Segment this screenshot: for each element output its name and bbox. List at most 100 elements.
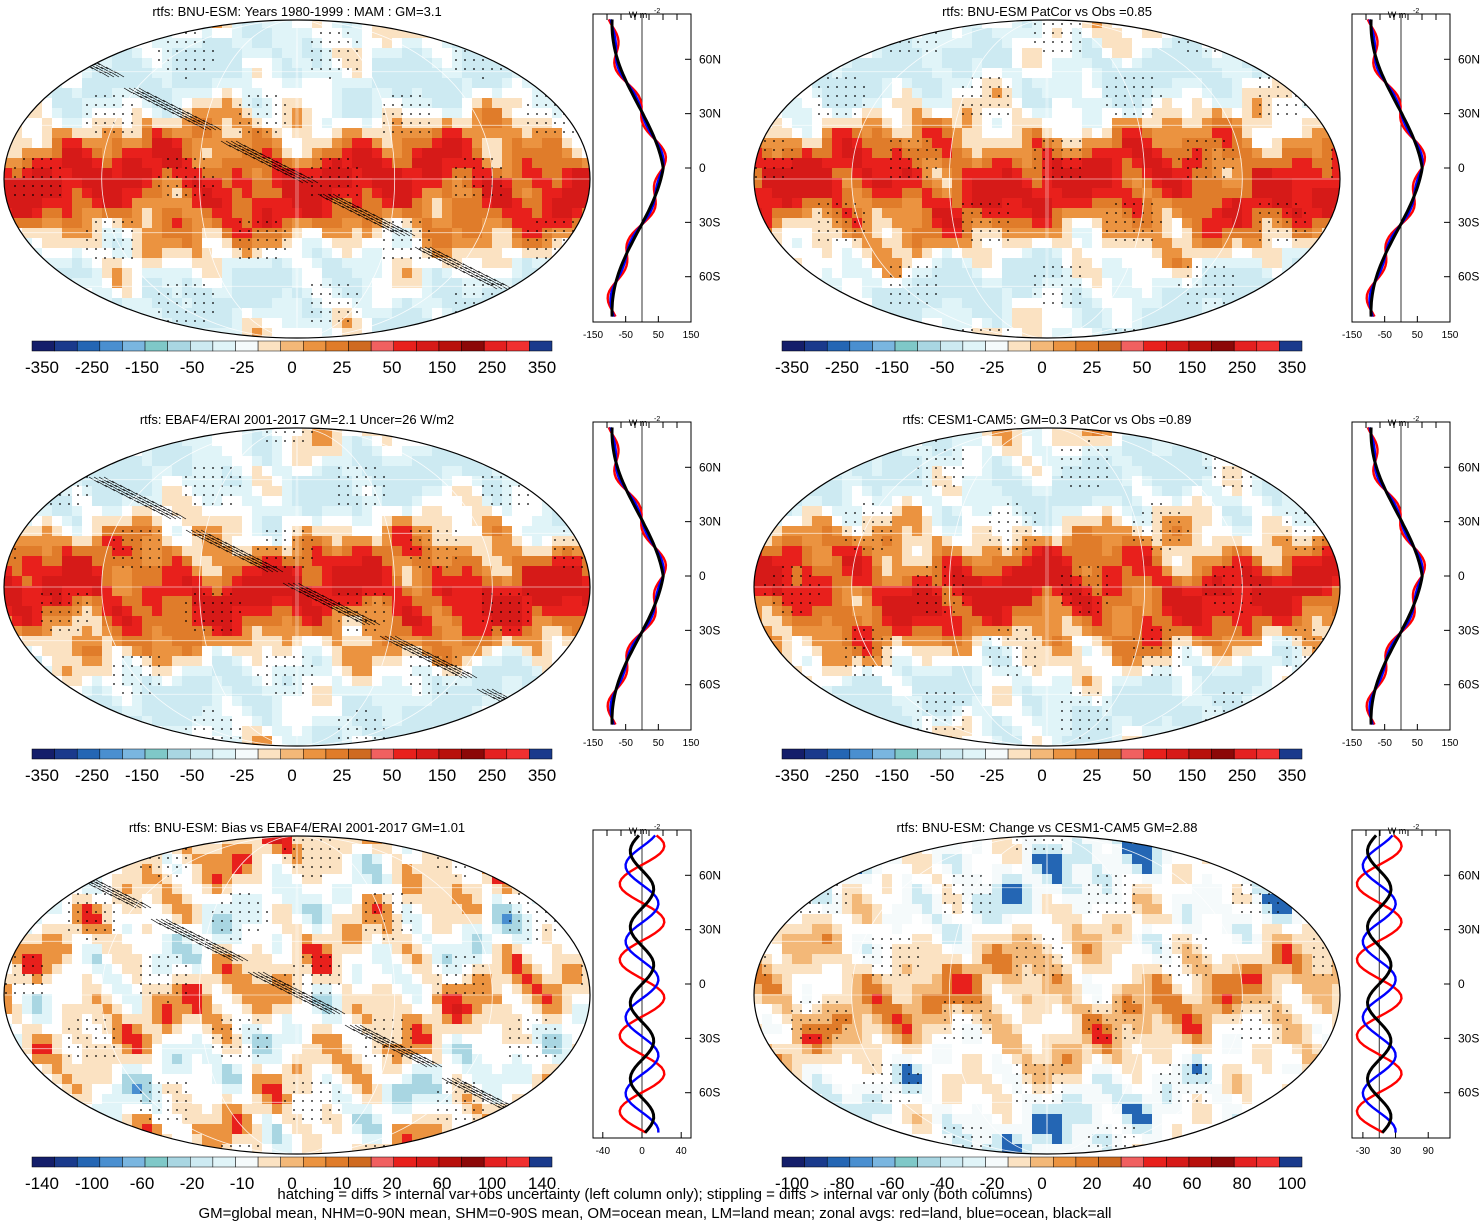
map-cell [1032,108,1043,119]
map-cell [1062,278,1073,289]
map-cell [232,198,243,209]
stipple-dot [1052,50,1054,52]
map-cell [1032,38,1043,49]
map-cell [1282,158,1293,169]
map-cell [52,238,63,249]
stipple-dot [311,68,313,70]
map-cell [492,208,503,219]
map-cell [812,248,823,259]
map-cell [552,218,563,229]
map-cell [492,28,503,39]
map-cell [192,58,203,69]
map-cell [862,148,873,159]
map-cell [1072,18,1083,29]
map-cell [542,188,553,199]
map-cell [442,328,453,339]
map-cell [162,178,173,189]
map-cell [572,108,583,119]
map-cell [932,288,943,299]
map-cell [232,278,243,289]
map-cell [1022,258,1033,269]
map-cell [1222,218,1233,229]
map-cell [582,318,593,329]
map-cell [872,188,883,199]
map-cell [1292,238,1303,249]
map-cell [1122,288,1133,299]
map-cell [182,298,193,309]
map-cell [1112,218,1123,229]
map-cell [1072,278,1083,289]
map-cell [762,48,773,59]
stipple-dot [320,284,322,286]
stipple-dot [464,194,466,196]
map-cell [402,218,413,229]
map-cell [1192,58,1203,69]
map-cell [842,28,853,39]
map-cell [752,268,763,279]
map-cell [252,68,263,79]
map-cell [52,108,63,119]
map-cell [1252,28,1263,39]
map-cell [292,58,303,69]
map-cell [582,88,593,99]
map-cell [922,278,933,289]
map-cell [752,328,763,339]
map-cell [782,28,793,39]
map-cell [882,28,893,39]
stipple-dot [131,221,133,223]
stipple-dot [401,221,403,223]
map-cell [1312,258,1323,269]
map-cell [432,298,443,309]
map-cell [212,218,223,229]
map-cell [382,158,393,169]
map-cell [322,138,333,149]
map-cell [142,238,153,249]
map-cell [1102,248,1113,259]
stipple-dot [527,239,529,241]
map-cell [902,138,913,149]
map-cell [772,118,783,129]
stipple-dot [908,23,910,25]
map-cell [802,308,813,319]
stipple-dot [347,302,349,304]
stipple-dot [473,68,475,70]
map-cell [782,328,793,339]
map-cell [1222,178,1233,189]
map-cell [152,238,163,249]
map-cell [892,108,903,119]
map-cell [1192,318,1203,329]
map-cell [342,178,353,189]
map-cell [62,28,73,39]
map-cell [302,78,313,89]
map-cell [842,118,853,129]
map-cell [172,188,183,199]
map-cell [272,178,283,189]
map-cell [402,178,413,189]
map-cell [312,278,323,289]
stipple-dot [845,113,847,115]
stipple-dot [455,41,457,43]
map-cell [452,88,463,99]
map-cell [32,88,43,99]
map-cell [242,268,253,279]
map-cell [872,278,883,289]
map-cell [32,18,43,29]
stipple-dot [500,320,502,322]
map-cell [1242,28,1253,39]
map-cell [432,158,443,169]
map-cell [442,18,453,29]
stipple-dot [14,167,16,169]
map-cell [842,88,853,99]
map-cell [462,78,473,89]
map-cell [552,248,563,259]
stipple-dot [14,185,16,187]
map-cell [172,218,183,229]
map-cell [1002,228,1013,239]
stipple-dot [356,167,358,169]
map-cell [352,88,363,99]
map-cell [582,308,593,319]
map-cell [152,328,163,339]
stipple-dot [1340,32,1342,34]
stipple-dot [338,302,340,304]
map-cell [1112,18,1123,29]
